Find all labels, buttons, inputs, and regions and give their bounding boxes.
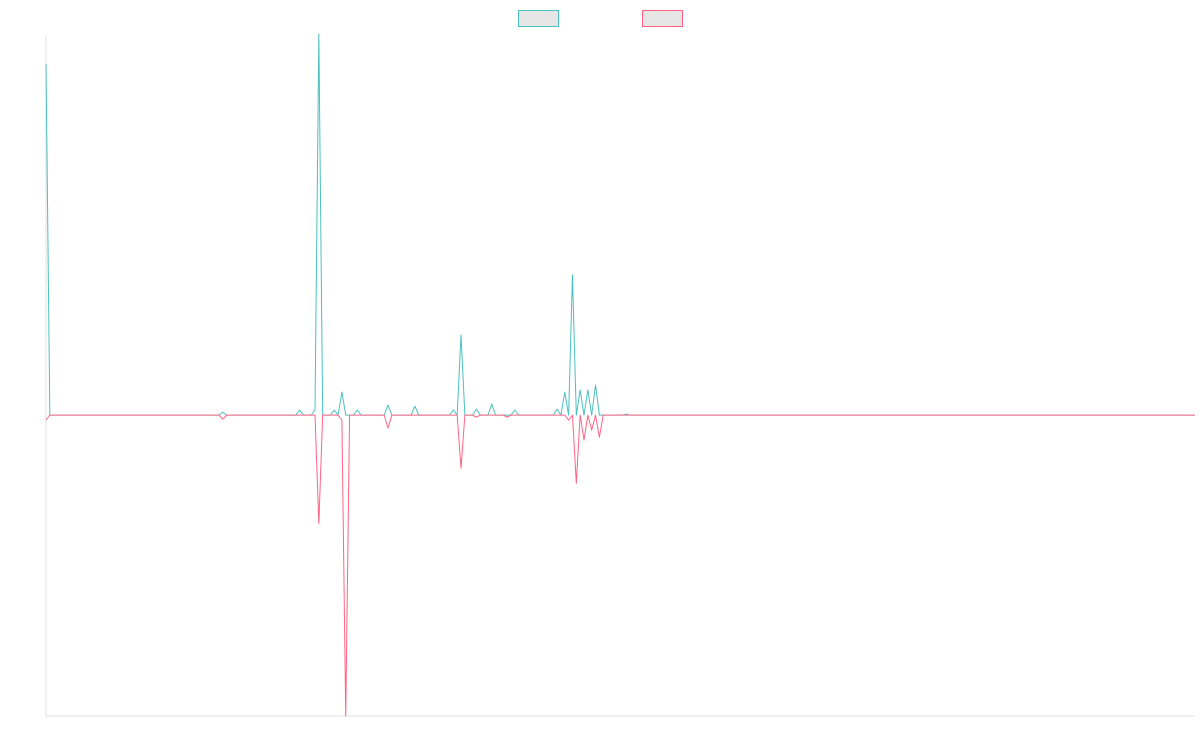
plot-area (45, 33, 1195, 717)
series-line-1 (45, 33, 1195, 416)
legend-swatch-2[interactable] (642, 10, 683, 27)
legend-swatch-1[interactable] (518, 10, 559, 27)
series-line-2 (45, 414, 1195, 717)
chart-legend[interactable] (518, 10, 683, 27)
chart-axes (45, 36, 1195, 717)
